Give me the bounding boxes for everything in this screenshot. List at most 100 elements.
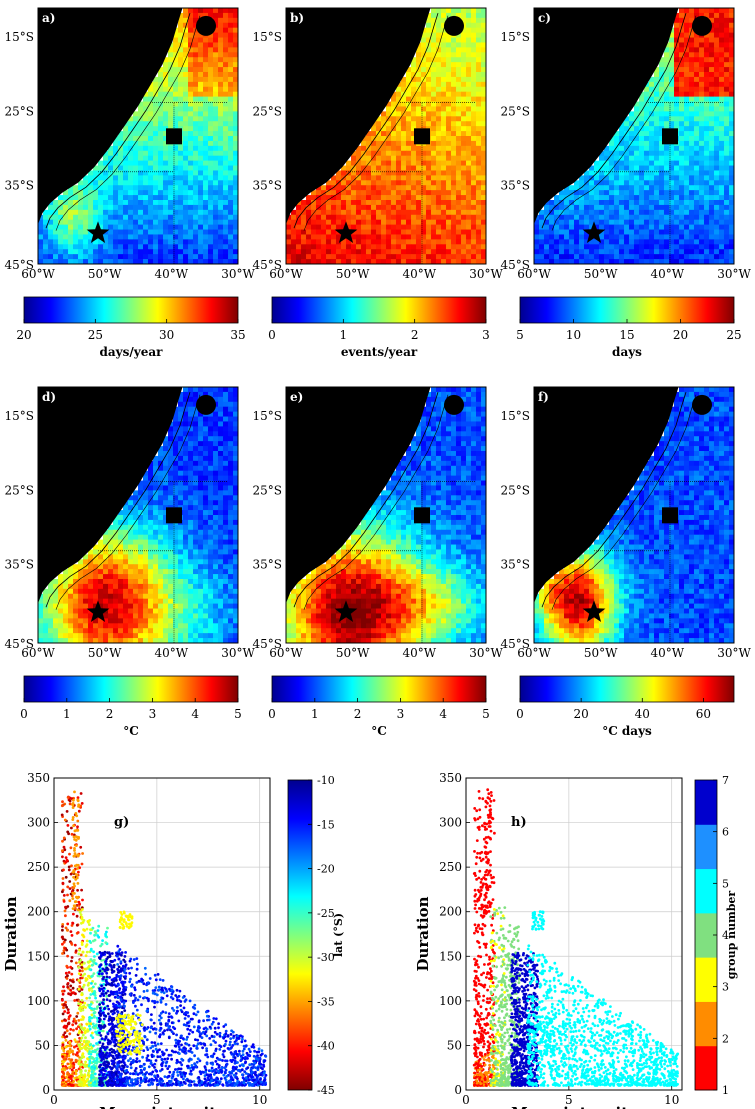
- ocean-cell: [574, 190, 580, 196]
- ocean-cell: [371, 131, 377, 137]
- ocean-cell: [158, 249, 164, 255]
- ocean-cell: [594, 239, 600, 245]
- ocean-cell: [381, 131, 387, 137]
- ocean-cell: [401, 219, 407, 226]
- ocean-cell: [396, 180, 402, 186]
- ocean-cell: [361, 195, 367, 201]
- ocean-cell: [644, 170, 650, 176]
- ocean-cell: [346, 180, 352, 186]
- ocean-cell: [709, 204, 715, 211]
- ocean-cell: [351, 170, 357, 176]
- ocean-cell: [168, 91, 174, 98]
- ocean-cell: [223, 165, 229, 171]
- ocean-cell: [476, 62, 482, 68]
- ocean-cell: [183, 451, 189, 457]
- ocean-cell: [153, 249, 159, 255]
- ocean-cell: [183, 76, 189, 83]
- ocean-cell: [168, 446, 174, 452]
- ocean-cell: [604, 160, 610, 166]
- ocean-cell: [614, 140, 620, 147]
- ocean-cell: [168, 475, 174, 481]
- ocean-cell: [684, 254, 690, 260]
- ocean-cell: [183, 529, 189, 536]
- ocean-cell: [316, 219, 322, 226]
- ocean-cell: [476, 106, 482, 112]
- ocean-cell: [684, 116, 690, 122]
- ocean-cell: [153, 564, 159, 570]
- ocean-cell: [446, 72, 452, 78]
- ocean-cell: [396, 91, 402, 98]
- ocean-cell: [539, 239, 545, 245]
- ocean-cell: [198, 569, 204, 575]
- ocean-cell: [466, 204, 472, 211]
- ocean-cell: [133, 569, 139, 575]
- ocean-cell: [481, 229, 487, 235]
- ocean-cell: [544, 229, 550, 235]
- ocean-cell: [481, 145, 487, 152]
- ocean-cell: [704, 214, 710, 221]
- ocean-cell: [203, 165, 209, 171]
- ocean-cell: [218, 583, 224, 590]
- ocean-cell: [223, 32, 229, 38]
- ocean-cell: [138, 101, 144, 107]
- ocean-cell: [446, 47, 452, 53]
- ocean-cell: [148, 524, 154, 531]
- ocean-cell: [173, 42, 179, 48]
- ocean-cell: [188, 579, 194, 585]
- ocean-cell: [168, 200, 174, 206]
- ocean-cell: [564, 200, 570, 206]
- ocean-cell: [679, 101, 685, 107]
- ocean-cell: [208, 204, 214, 211]
- ocean-cell: [198, 209, 204, 216]
- ocean-cell: [346, 160, 352, 166]
- ocean-cell: [188, 549, 194, 555]
- ocean-cell: [624, 116, 630, 122]
- ocean-cell: [441, 190, 447, 196]
- ocean-cell: [709, 190, 715, 196]
- ocean-cell: [634, 214, 640, 221]
- ocean-cell: [198, 175, 204, 181]
- ocean-cell: [311, 229, 317, 235]
- ocean-cell: [366, 180, 372, 186]
- ocean-cell: [198, 136, 204, 142]
- ocean-cell: [228, 249, 234, 255]
- ocean-cell: [441, 254, 447, 260]
- ocean-cell: [103, 564, 109, 570]
- ocean-cell: [233, 387, 239, 393]
- ocean-cell: [53, 259, 59, 265]
- ocean-cell: [644, 160, 650, 166]
- ocean-cell: [649, 116, 655, 122]
- ocean-cell: [198, 480, 204, 486]
- ocean-cell: [203, 554, 209, 560]
- ocean-cell: [629, 136, 635, 142]
- ocean-cell: [233, 569, 239, 575]
- ocean-cell: [724, 209, 730, 216]
- ocean-cell: [198, 106, 204, 112]
- ocean-cell: [218, 229, 224, 235]
- ocean-cell: [649, 140, 655, 147]
- ocean-cell: [381, 111, 387, 117]
- ocean-cell: [193, 244, 199, 250]
- lon-tick-label: 40°W: [155, 267, 189, 281]
- ocean-cell: [714, 96, 720, 102]
- ocean-cell: [704, 170, 710, 176]
- ocean-cell: [471, 234, 477, 240]
- ocean-cell: [93, 165, 99, 171]
- ocean-cell: [436, 126, 442, 132]
- ocean-cell: [118, 229, 124, 235]
- ocean-cell: [456, 47, 462, 53]
- ocean-cell: [436, 175, 442, 181]
- square-marker: [662, 128, 678, 145]
- ocean-cell: [724, 190, 730, 196]
- ocean-cell: [461, 96, 467, 102]
- ocean-cell: [426, 101, 432, 107]
- ocean-cell: [233, 460, 239, 467]
- ocean-cell: [476, 81, 482, 88]
- ocean-cell: [228, 116, 234, 122]
- ocean-cell: [148, 244, 154, 250]
- ocean-cell: [471, 229, 477, 235]
- ocean-cell: [183, 524, 189, 531]
- ocean-cell: [624, 155, 630, 162]
- ocean-cell: [68, 234, 74, 240]
- ocean-cell: [138, 155, 144, 162]
